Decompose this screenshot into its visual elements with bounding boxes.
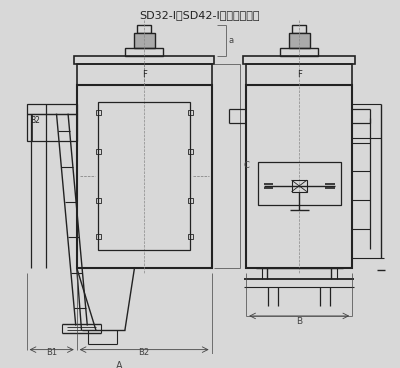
Bar xyxy=(134,33,155,48)
Text: C: C xyxy=(243,161,249,170)
Bar xyxy=(27,114,77,141)
Bar xyxy=(98,102,190,251)
Bar xyxy=(77,85,212,268)
Bar xyxy=(96,149,101,154)
Bar xyxy=(96,198,101,203)
Text: B2: B2 xyxy=(30,116,40,125)
Text: B1: B1 xyxy=(46,348,57,357)
Bar xyxy=(246,85,352,268)
Bar xyxy=(27,104,77,114)
Bar xyxy=(292,180,307,192)
Bar xyxy=(292,25,306,33)
Bar xyxy=(258,162,341,205)
Bar xyxy=(188,149,193,154)
Bar xyxy=(96,234,101,239)
Text: SD32-Ⅰ、SD42-Ⅰ收尘器结构图: SD32-Ⅰ、SD42-Ⅰ收尘器结构图 xyxy=(140,10,260,20)
Text: F: F xyxy=(297,70,302,79)
Bar xyxy=(243,56,355,64)
Bar xyxy=(96,110,101,114)
Text: A: A xyxy=(116,361,122,368)
Text: a: a xyxy=(229,36,234,45)
Text: F: F xyxy=(142,70,146,79)
Bar xyxy=(125,48,163,56)
Bar xyxy=(74,56,214,64)
Bar xyxy=(77,64,212,85)
Text: B2: B2 xyxy=(138,348,150,357)
Bar xyxy=(280,48,318,56)
Bar xyxy=(188,234,193,239)
Bar xyxy=(246,64,352,85)
Bar xyxy=(188,198,193,203)
Bar xyxy=(188,110,193,114)
Bar xyxy=(289,33,310,48)
Bar xyxy=(137,25,151,33)
Text: B: B xyxy=(296,316,302,326)
